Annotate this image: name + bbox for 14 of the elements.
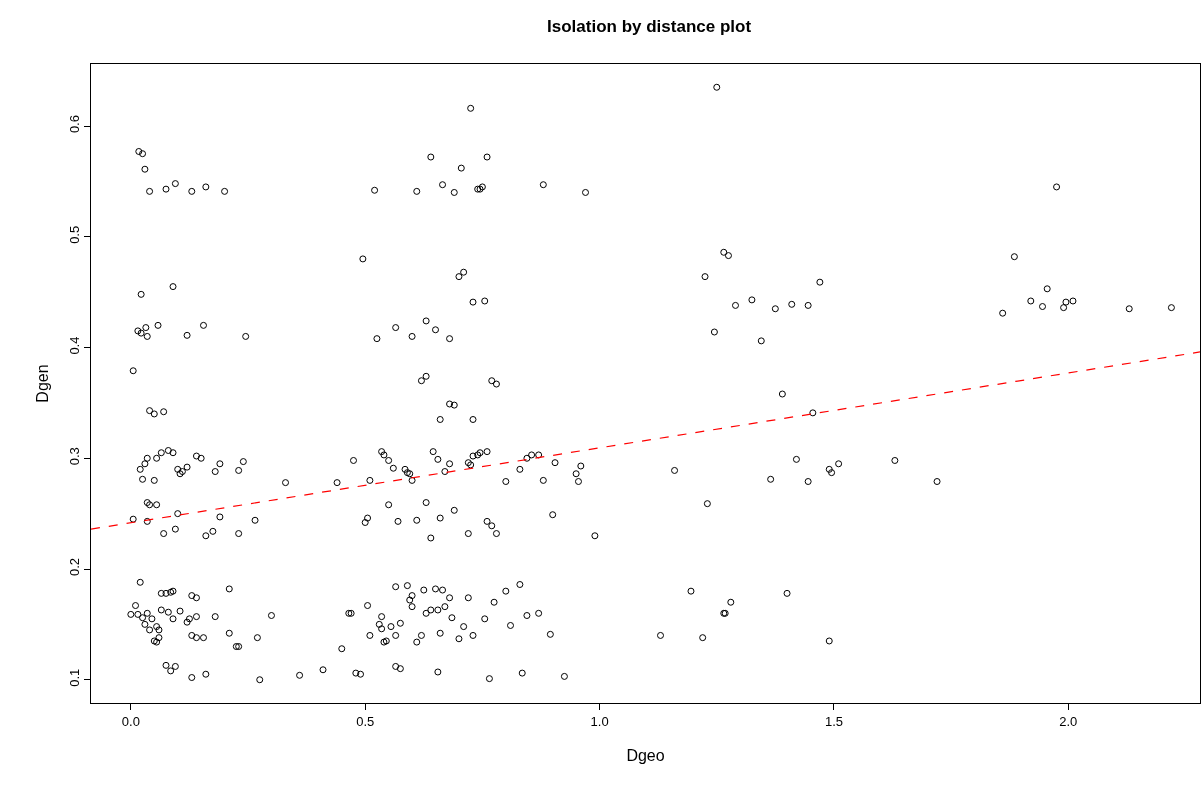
y-axis-title: Dgen — [33, 364, 51, 403]
x-axis-title: Dgeo — [626, 747, 665, 765]
x-tick-label: 1.0 — [590, 713, 609, 729]
x-tick-label: 2.0 — [1059, 713, 1078, 729]
x-tick-label: 0.5 — [356, 713, 375, 729]
x-tick-label: 1.5 — [824, 713, 843, 729]
y-tick-label: 0.2 — [66, 558, 82, 577]
y-tick-label: 0.4 — [66, 336, 82, 355]
y-tick-label: 0.5 — [66, 225, 82, 244]
y-tick-label: 0.1 — [66, 668, 82, 687]
y-tick-label: 0.6 — [66, 115, 82, 134]
x-tick-label: 0.0 — [121, 713, 140, 729]
chart-title: Isolation by distance plot — [547, 16, 752, 36]
y-tick-label: 0.3 — [66, 447, 82, 466]
